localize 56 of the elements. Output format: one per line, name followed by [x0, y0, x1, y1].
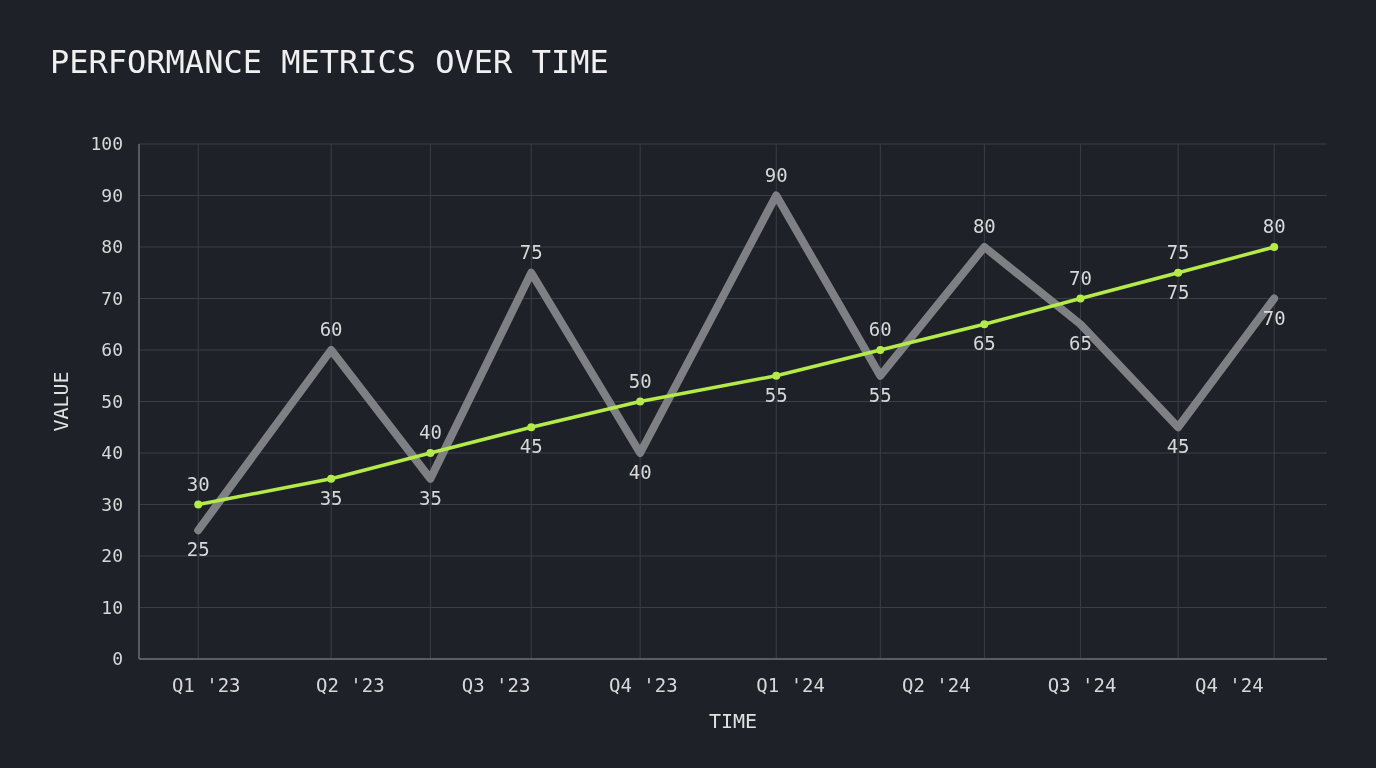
chart-title: PERFORMANCE METRICS OVER TIME: [50, 43, 609, 81]
data-label: 75: [1166, 280, 1190, 303]
point: [1174, 268, 1183, 277]
y-tick-label: 80: [101, 236, 123, 257]
point: [327, 474, 336, 483]
y-tick-label: 0: [112, 648, 123, 669]
data-label: 60: [319, 318, 343, 340]
x-tick-label: Q2 '24: [902, 674, 971, 696]
y-tick-label: 10: [101, 596, 123, 618]
y-tick-label: 40: [101, 442, 123, 463]
data-label: 65: [972, 332, 996, 355]
data-label: 50: [628, 369, 652, 392]
point: [426, 449, 435, 457]
point: [876, 346, 885, 354]
data-label: 40: [628, 461, 652, 483]
point: [1076, 294, 1085, 303]
data-label: 80: [1262, 215, 1286, 237]
data-label: 40: [418, 421, 442, 443]
y-tick-label: 90: [101, 184, 123, 206]
point: [636, 397, 645, 406]
x-tick-label: Q3 '23: [461, 674, 531, 696]
data-label: 55: [764, 383, 788, 406]
data-label: 75: [519, 240, 543, 263]
y-axis-title: VALUE: [49, 371, 73, 432]
point: [980, 320, 989, 329]
data-label: 65: [1068, 332, 1092, 355]
point: [1270, 243, 1279, 251]
data-label: 90: [764, 163, 788, 186]
data-label: 80: [972, 215, 996, 237]
y-tick-label: 100: [90, 133, 123, 154]
y-tick-label: 30: [101, 493, 123, 515]
x-tick-label: Q4 '24: [1195, 674, 1264, 696]
y-tick-label: 70: [101, 287, 123, 309]
data-label: 45: [1166, 435, 1190, 458]
data-label: 70: [1262, 306, 1286, 329]
data-label: 30: [186, 472, 210, 495]
x-tick-label: Q3 '24: [1047, 674, 1117, 696]
data-label: 35: [418, 486, 442, 509]
x-axis-title: TIME: [708, 709, 758, 733]
x-tick-label: Q1 '23: [171, 674, 241, 696]
data-label: 45: [519, 435, 543, 458]
y-tick-label: 60: [101, 339, 123, 360]
y-tick-label: 20: [101, 545, 123, 566]
annotation: 75: [1166, 240, 1190, 263]
point: [772, 371, 781, 380]
data-label: 70: [1068, 266, 1092, 289]
data-label: 35: [319, 486, 343, 509]
x-tick-label: Q4 '23: [609, 674, 678, 696]
x-tick-label: Q1 '24: [756, 674, 825, 696]
data-label: 60: [868, 318, 892, 340]
x-tick-label: Q2 '23: [316, 674, 385, 696]
point: [527, 423, 536, 432]
data-label: 55: [868, 383, 892, 406]
data-label: 25: [186, 538, 210, 561]
y-tick-label: 50: [101, 390, 123, 412]
point: [194, 500, 203, 509]
